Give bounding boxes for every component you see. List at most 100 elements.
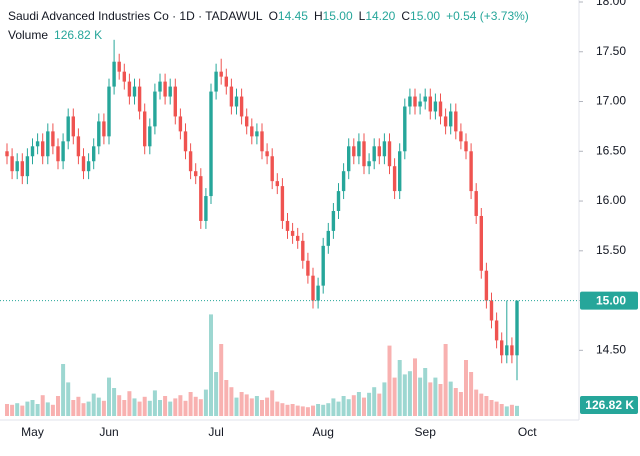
candle-body	[423, 96, 427, 102]
volume-bar	[346, 399, 351, 416]
candle-body	[127, 81, 132, 97]
ohlc-value: 15.00	[323, 9, 353, 23]
volume-bar	[275, 401, 280, 416]
candle-body	[301, 240, 305, 261]
ohlc-value: 15.00	[410, 9, 440, 23]
volume-bar	[107, 377, 111, 416]
candle-body	[204, 196, 208, 221]
candle-body	[433, 101, 438, 112]
y-tick-label: 17.50	[596, 44, 626, 58]
candle-body	[352, 146, 356, 157]
candle-body	[474, 191, 478, 216]
volume-bar	[112, 388, 117, 416]
candle-body	[392, 166, 397, 192]
volume-bar	[132, 398, 137, 416]
volume-bar	[479, 393, 484, 416]
candle-body	[153, 91, 157, 127]
candle-body	[387, 141, 392, 167]
x-tick-label: Jun	[99, 425, 118, 439]
candle-body	[224, 76, 228, 87]
volume-value: 126.82 K	[54, 28, 102, 42]
volume-bar	[30, 400, 35, 416]
volume-bar	[372, 387, 377, 416]
candle-body	[112, 61, 116, 87]
candle-body	[183, 131, 188, 152]
volume-bar	[25, 401, 30, 416]
volume-bar	[229, 387, 234, 416]
y-tick-label: 16.00	[596, 193, 626, 207]
volume-bar	[316, 404, 321, 416]
candle-body	[413, 96, 417, 107]
volume-bar	[198, 399, 203, 416]
volume-bar	[464, 360, 468, 416]
candle-body	[255, 131, 259, 137]
volume-bar	[341, 396, 346, 416]
candle-body	[245, 116, 249, 127]
candle-body	[336, 191, 341, 211]
volume-bar	[142, 396, 147, 416]
candle-body	[122, 71, 126, 82]
volume-bar	[397, 360, 402, 416]
volume-bar	[122, 400, 127, 416]
volume-bar	[504, 406, 509, 416]
volume-bar	[168, 401, 173, 416]
candle-body	[92, 146, 96, 162]
volume-bar	[10, 404, 15, 416]
volume-bar	[193, 396, 198, 416]
volume-bar	[5, 404, 9, 416]
candle-body	[311, 275, 315, 301]
candle-body	[250, 126, 254, 137]
header-line: Saudi Advanced Industries Co · 1D · TADA…	[8, 9, 529, 23]
candle-body	[377, 146, 381, 157]
y-tick-label: 17.00	[596, 94, 626, 108]
ohlc-key: C	[401, 9, 410, 23]
volume-bar	[295, 405, 300, 416]
volume-bar	[515, 405, 519, 416]
candle-body	[102, 121, 106, 137]
last-price-label: 15.00	[596, 294, 626, 308]
marks	[0, 39, 579, 416]
volume-bar	[61, 364, 66, 416]
candle-body	[484, 270, 489, 301]
volume-bar	[290, 404, 295, 416]
volume-bar	[91, 393, 96, 416]
candle-body	[76, 136, 81, 157]
volume-bar	[367, 392, 372, 416]
candle-body	[403, 106, 407, 152]
candle-body	[41, 141, 45, 157]
symbol-title: Saudi Advanced Industries Co · 1D · TADA…	[8, 9, 263, 23]
volume-bar	[356, 392, 361, 416]
volume-bar	[234, 397, 239, 416]
volume-bar	[71, 400, 76, 416]
volume-bar	[158, 400, 162, 416]
candle-body	[30, 146, 35, 157]
candle-body	[331, 210, 336, 231]
ohlc-key: O	[269, 9, 278, 23]
x-tick-label: May	[21, 425, 44, 439]
y-tick-label: 18.00	[596, 0, 626, 8]
volume-bar	[453, 388, 458, 416]
candle-body	[428, 96, 432, 112]
volume-bar	[183, 400, 188, 416]
candle-body	[382, 141, 387, 157]
candle-body	[515, 300, 519, 356]
candle-body	[500, 340, 504, 356]
candle-body	[372, 146, 376, 162]
candle-body	[265, 151, 269, 157]
volume-bar	[433, 377, 438, 416]
candle-body	[97, 121, 101, 147]
volume-bar	[178, 395, 183, 416]
volume-bar	[239, 392, 244, 416]
volume-bar	[362, 397, 366, 416]
volume-bar	[387, 345, 392, 416]
axis: 14.50 15.00 15.50 16.00 16.50 17.00 17.50 18.00…	[21, 0, 638, 439]
ohlc-key: H	[314, 9, 323, 23]
volume-bar	[331, 398, 336, 416]
candle-body	[137, 86, 142, 112]
candle-body	[20, 161, 24, 177]
candle-body	[505, 345, 509, 356]
volume-bar	[244, 394, 249, 416]
candle-body	[143, 111, 147, 147]
volume-bar	[56, 396, 60, 416]
